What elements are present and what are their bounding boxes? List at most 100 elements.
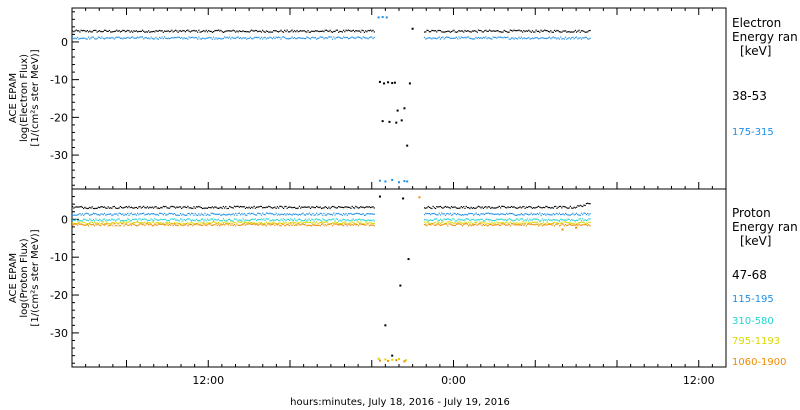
data-point [182,38,184,40]
data-point [124,223,126,225]
data-point [449,221,451,223]
data-point [89,222,91,224]
data-point [195,37,198,39]
data-point [167,222,169,224]
data-point [522,218,524,220]
data-point [271,207,274,209]
data-point [101,220,103,222]
data-point [87,213,90,215]
data-point [579,37,581,39]
data-point [222,37,225,40]
proton-y-axis: 0-10-20-30 [50,188,79,364]
data-point [517,38,519,40]
data-point [83,221,85,223]
data-point [253,218,255,221]
data-point [200,31,202,33]
data-point [430,31,432,33]
data-point [201,222,204,224]
data-point [365,206,367,208]
data-point [491,221,493,224]
data-point [279,30,281,32]
data-point [340,222,342,225]
data-point [138,206,140,208]
data-point [504,224,507,226]
data-point [319,219,321,221]
data-point [106,37,108,39]
data-point [127,212,129,214]
data-point [154,38,156,40]
data-point [434,218,437,220]
data-point [472,223,475,225]
data-point [254,222,256,225]
data-point [270,37,272,39]
data-point [469,222,471,224]
data-point [522,214,524,216]
data-point [457,221,459,224]
data-point [134,213,136,215]
data-point [227,30,229,32]
proton-ylabel-line3: [1/(cm²s ster MeV)] [30,229,41,326]
data-point [157,223,160,225]
data-point [301,37,303,39]
data-point [362,213,364,215]
proton-plot-frame [71,188,727,368]
data-point [311,214,313,216]
data-point [271,31,274,33]
data-point [284,29,286,31]
data-point [91,224,93,226]
data-point [274,214,276,216]
data-point [170,213,172,215]
data-point [498,222,500,224]
data-point [198,213,200,215]
data-point [470,212,472,215]
data-point [512,213,514,215]
data-point [149,223,151,225]
data-point [111,31,113,33]
data-point [136,31,139,33]
data-point [566,224,568,227]
data-point [138,37,140,39]
data-point [231,36,233,38]
data-point [289,206,291,208]
data-point [275,207,277,210]
data-point [531,219,534,221]
data-point [514,37,516,39]
data-point [448,223,450,225]
data-point [313,37,315,39]
data-point [133,218,135,221]
data-point [150,207,152,209]
data-point [469,207,471,210]
data-point [228,223,231,225]
data-point [130,30,133,32]
data-point [236,214,238,216]
data-point [558,221,561,223]
data-point [84,218,86,220]
data-point [475,36,477,38]
data-point [285,214,287,216]
data-point [588,202,590,205]
data-point [155,29,157,32]
data-point [441,31,443,33]
data-point [371,213,373,215]
data-point [431,223,433,225]
data-point [141,206,144,208]
data-point [222,31,225,33]
data-point [248,31,250,33]
data-point [372,206,374,208]
data-point [352,29,355,31]
data-point [91,213,93,216]
data-point [550,219,552,221]
data-point [319,206,321,208]
data-point [237,36,239,38]
data-point [172,31,174,33]
data-point [101,221,103,223]
data-point [152,207,155,209]
data-point [225,223,227,225]
data-point [284,219,286,221]
data-point [533,207,535,209]
data-point [365,221,367,224]
data-point [544,219,546,221]
data-point [242,214,244,216]
data-point [103,224,106,226]
data-point [211,38,213,40]
